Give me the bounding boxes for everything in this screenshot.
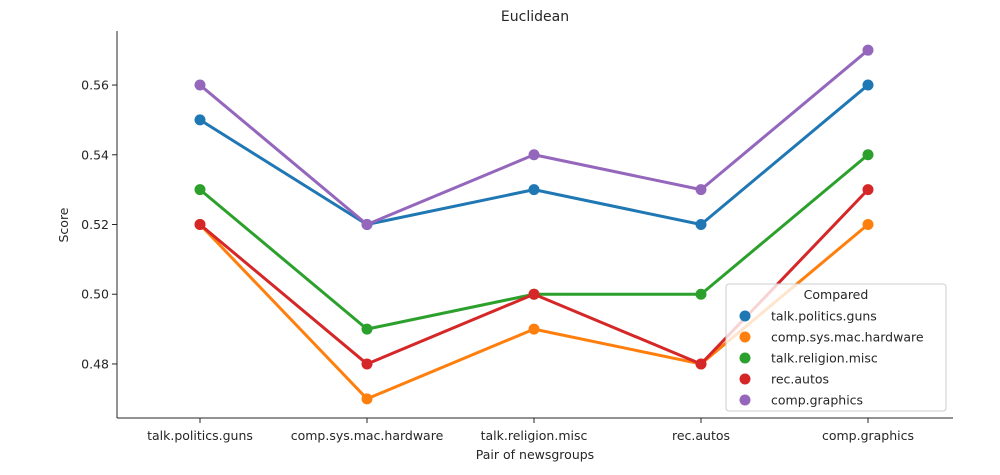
legend-item: talk.politics.guns [739,309,877,324]
legend-item: talk.religion.misc [739,351,878,366]
y-tick-label: 0.52 [81,217,109,232]
data-point [695,358,707,370]
data-point [194,184,206,196]
legend-label: comp.graphics [771,393,863,408]
data-point [361,393,373,405]
legend-item: rec.autos [739,372,829,387]
legend-items: talk.politics.guns comp.sys.mac.hardware t… [739,309,924,408]
x-axis-title: Pair of newsgroups [476,447,594,462]
data-point [695,184,707,196]
data-point [528,184,540,196]
series-line [199,49,869,226]
chart-title: Euclidean [501,9,569,25]
legend-marker [739,352,751,364]
data-point [862,149,874,161]
data-point [194,219,206,230]
legend: Compared talk.politics.guns comp.sys.mac.… [725,283,947,412]
data-point [528,323,540,335]
data-point [361,358,373,370]
y-ticks: 0.48 0.50 0.52 0.54 0.56 [81,78,117,371]
legend-label: comp.sys.mac.hardware [771,330,924,345]
series-comp-graphics [194,44,874,230]
legend-label: talk.religion.misc [771,351,878,366]
y-axis-title: Score [56,207,71,242]
legend-marker [739,310,751,322]
y-tick-label: 0.50 [81,287,109,302]
data-point [695,219,707,230]
data-point [194,114,206,126]
y-tick-label: 0.56 [81,78,109,93]
x-tick-label: comp.sys.mac.hardware [291,428,444,443]
data-point [361,219,373,230]
legend-item: comp.graphics [739,393,863,408]
legend-marker [739,394,751,406]
legend-marker [739,331,751,343]
data-point [862,44,874,56]
legend-label: talk.politics.guns [771,309,877,324]
data-point [528,288,540,300]
data-point [194,79,206,91]
x-ticks: talk.politics.guns comp.sys.mac.hardware t… [147,418,914,443]
y-tick-label: 0.54 [81,147,109,162]
data-point [528,149,540,161]
x-tick-label: rec.autos [672,428,730,443]
x-tick-label: talk.politics.guns [147,428,253,443]
x-tick-label: talk.religion.misc [481,428,588,443]
data-point [862,79,874,91]
legend-title: Compared [804,287,869,302]
series-talk-politics-guns [194,79,874,230]
data-point [361,323,373,335]
data-point [862,219,874,230]
data-point [695,288,707,300]
data-point [862,184,874,196]
legend-label: rec.autos [771,372,829,387]
legend-item: comp.sys.mac.hardware [739,330,924,345]
legend-marker [739,373,751,385]
x-tick-label: comp.graphics [822,428,914,443]
y-tick-label: 0.48 [81,356,109,371]
legend-box [725,283,947,412]
